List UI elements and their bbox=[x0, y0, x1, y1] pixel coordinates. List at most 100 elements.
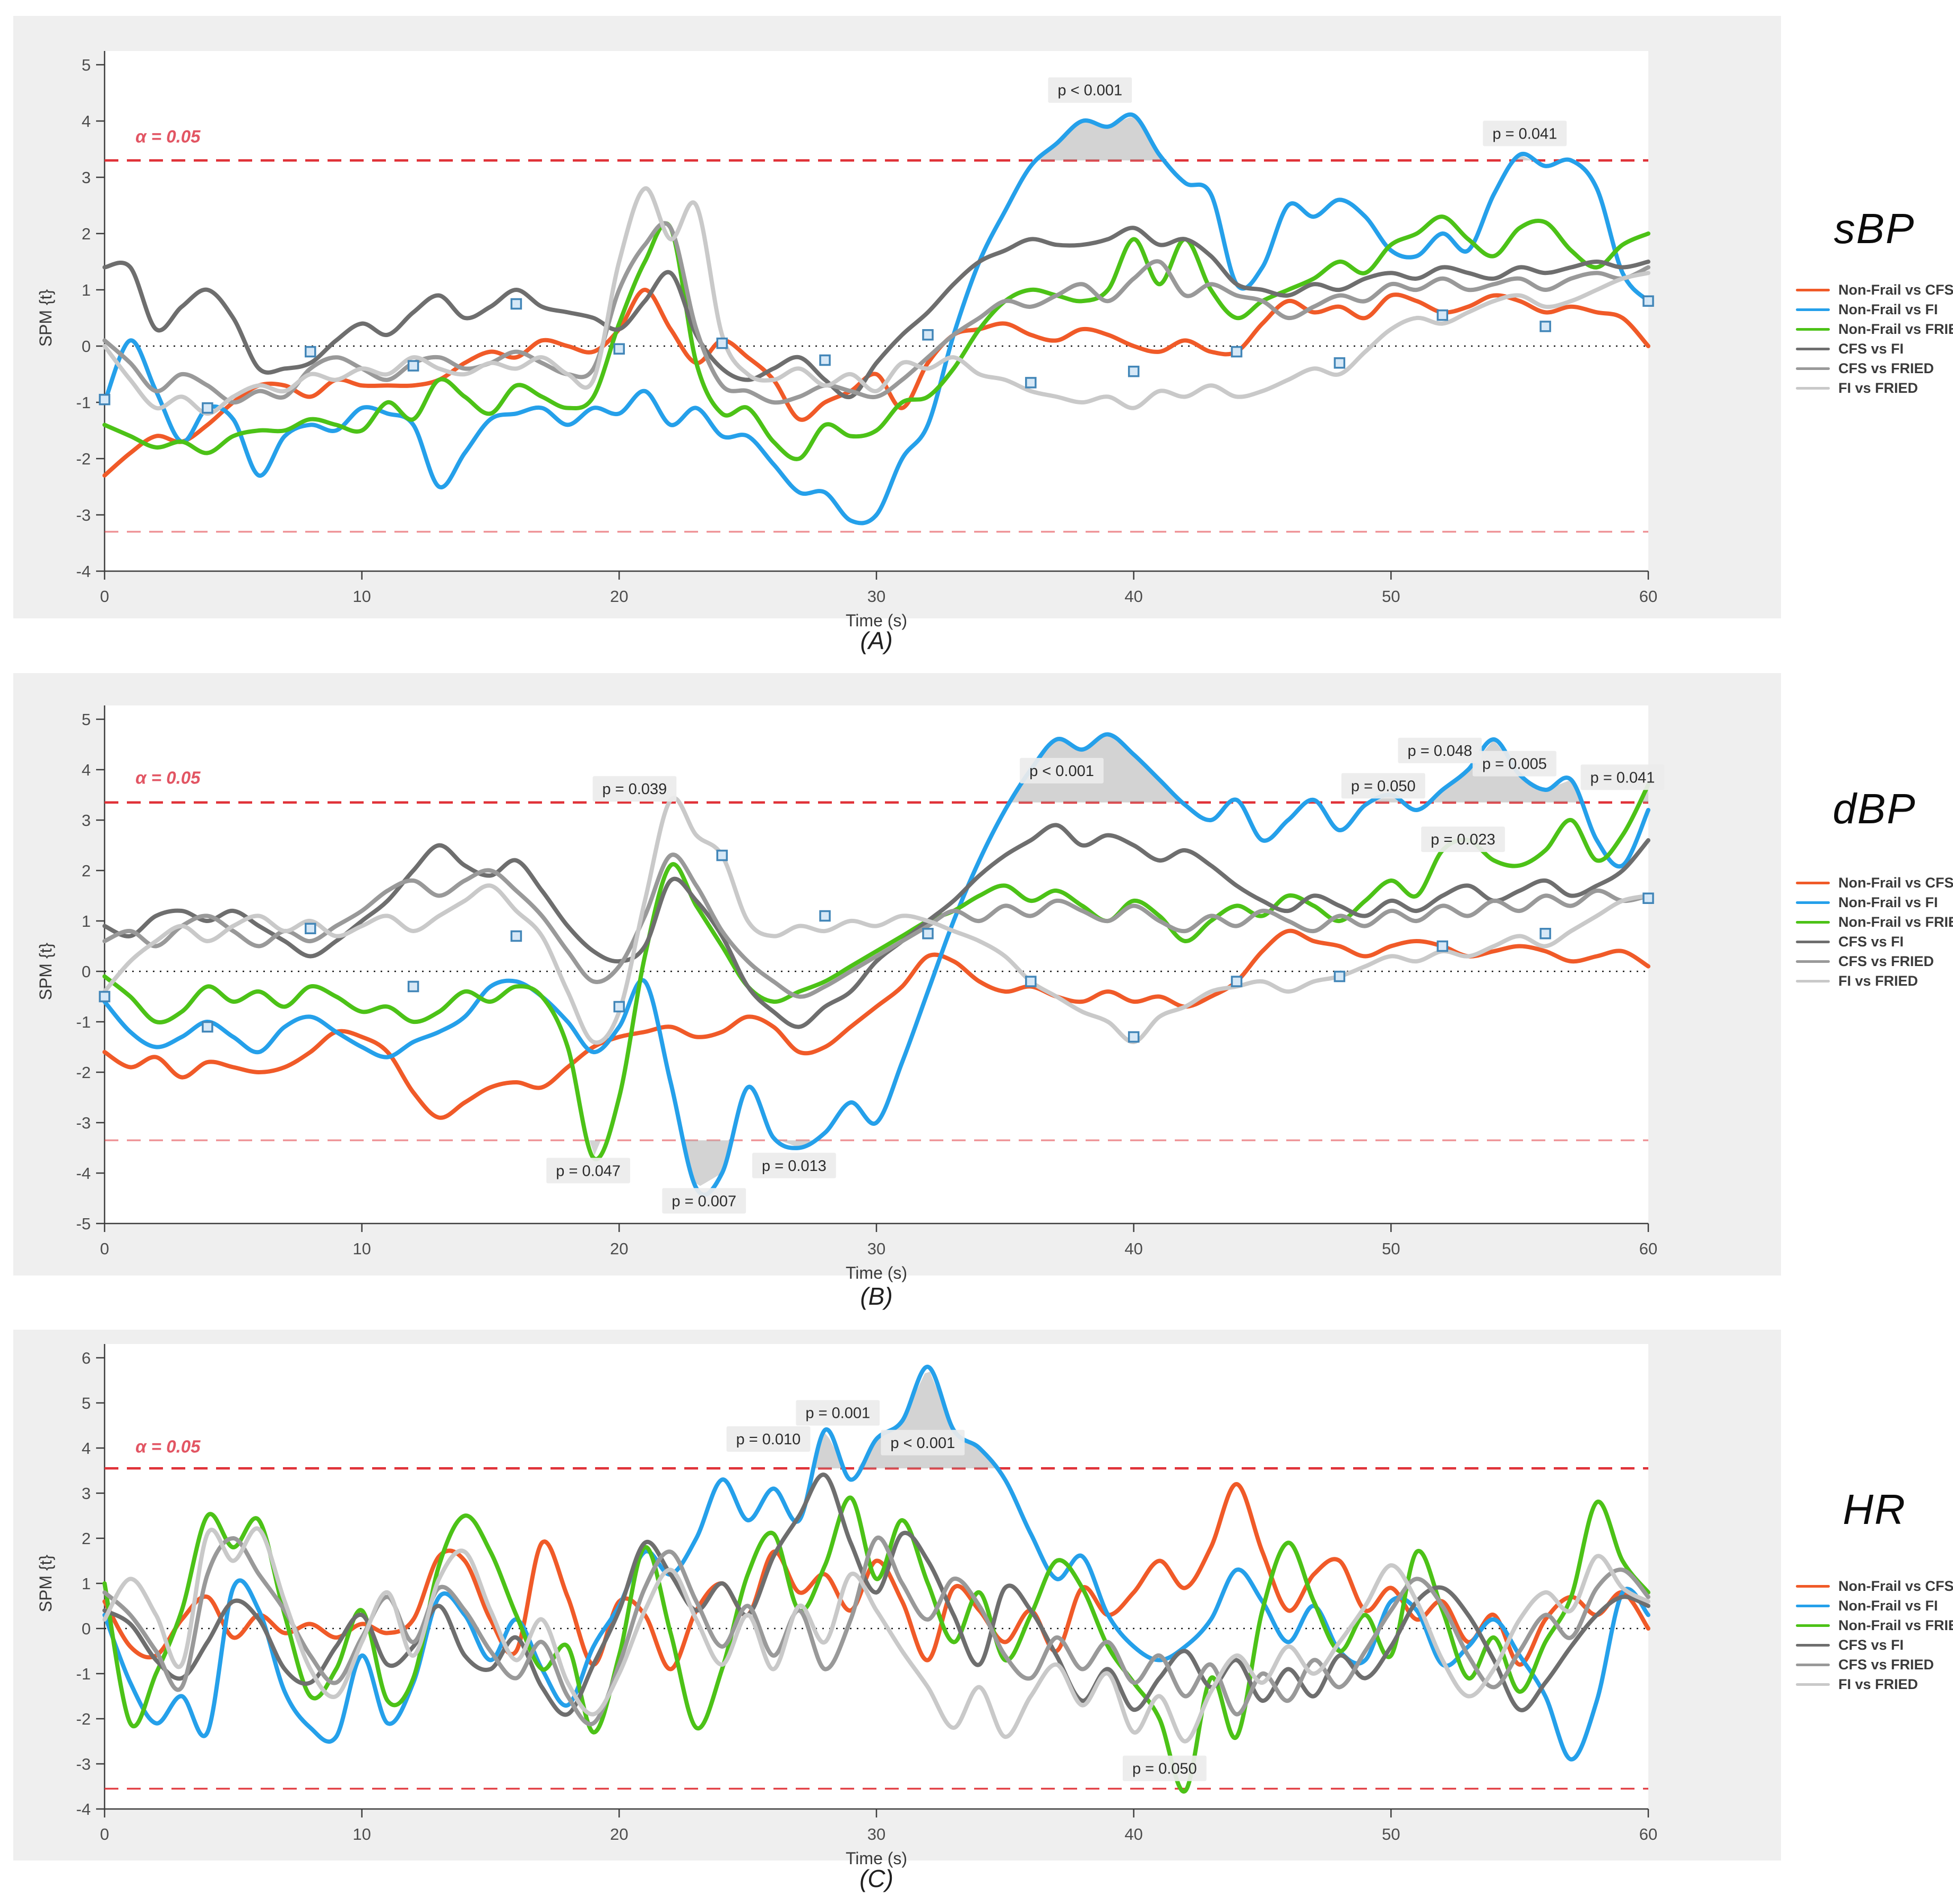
sample-marker-square bbox=[304, 923, 316, 934]
sample-marker-square bbox=[1436, 309, 1449, 321]
sample-marker-square bbox=[716, 849, 728, 861]
legend-swatch-line bbox=[1796, 1683, 1830, 1686]
sample-marker-square bbox=[1436, 940, 1449, 952]
p-value-label: p = 0.007 bbox=[672, 1193, 736, 1210]
y-tick-label: -1 bbox=[76, 1665, 91, 1683]
y-tick-label: 3 bbox=[82, 811, 91, 830]
sample-marker-square bbox=[99, 393, 110, 406]
legend-item-label: FI vs FRIED bbox=[1838, 380, 1918, 396]
sample-marker-square bbox=[1539, 928, 1551, 940]
y-tick-label: -3 bbox=[76, 1755, 91, 1773]
legend-item-label: Non-Frail vs FI bbox=[1838, 894, 1938, 910]
sample-marker-square bbox=[1333, 970, 1346, 983]
legend-item-non-frail-vs-fi: Non-Frail vs FI bbox=[1796, 893, 1953, 912]
alpha-label: α = 0.05 bbox=[135, 1437, 201, 1457]
curve-cfs-vs-fi bbox=[102, 1472, 1650, 1717]
p-value-label: p = 0.039 bbox=[603, 781, 667, 798]
legend-item-label: Non-Frail vs CFS bbox=[1838, 875, 1953, 891]
curve-cfs-vs-fi bbox=[102, 823, 1650, 1029]
p-value-box bbox=[1398, 737, 1482, 763]
legend-swatch-line bbox=[1796, 1664, 1830, 1666]
legend-swatch-line bbox=[1796, 348, 1830, 350]
x-axis-label: Time (s) bbox=[846, 1849, 907, 1868]
legend-title-sbp: sBP bbox=[1834, 205, 1915, 252]
legend-item-non-frail-vs-cfs: Non-Frail vs CFS bbox=[1796, 280, 1953, 300]
sample-marker-square bbox=[510, 930, 522, 942]
p-value-label: p < 0.001 bbox=[1029, 763, 1094, 780]
sample-marker-square bbox=[202, 402, 213, 414]
p-value-label: p = 0.048 bbox=[1408, 743, 1473, 760]
y-tick-label: 6 bbox=[82, 1349, 91, 1367]
y-tick-label: 1 bbox=[82, 1574, 91, 1593]
legend-item-label: Non-Frail vs FI bbox=[1838, 301, 1938, 317]
p-value-box bbox=[881, 1429, 965, 1455]
p-value-label: p = 0.010 bbox=[736, 1431, 801, 1448]
p-value-box bbox=[1421, 826, 1505, 852]
x-tick-label: 0 bbox=[100, 1239, 109, 1258]
significant-cluster-shade bbox=[1037, 117, 1165, 161]
legend-items-hr: Non-Frail vs CFS Non-Frail vs FI Non-Frail… bbox=[1796, 1576, 1953, 1694]
x-tick-label: 30 bbox=[867, 1239, 885, 1258]
significant-cluster-shade bbox=[1372, 795, 1404, 803]
sample-marker-square bbox=[819, 910, 831, 922]
p-value-label: p = 0.041 bbox=[1590, 769, 1655, 786]
p-value-box bbox=[1122, 1755, 1207, 1781]
significant-cluster-shade bbox=[589, 1140, 601, 1156]
legend-swatch-line bbox=[1796, 1644, 1830, 1647]
legend-item-label: CFS vs FRIED bbox=[1838, 360, 1934, 376]
p-value-label: p = 0.050 bbox=[1351, 778, 1416, 795]
legend-swatch-line bbox=[1796, 387, 1830, 390]
legend-item-label: CFS vs FRIED bbox=[1838, 1657, 1934, 1673]
x-tick-label: 50 bbox=[1382, 1239, 1400, 1258]
y-tick-label: 1 bbox=[82, 912, 91, 931]
p-value-box bbox=[1483, 120, 1567, 147]
legend-item-label: Non-Frail vs CFS bbox=[1838, 282, 1953, 298]
sample-marker-square bbox=[819, 354, 831, 366]
p-value-box bbox=[1341, 773, 1425, 799]
p-value-label: p = 0.001 bbox=[805, 1405, 870, 1422]
legend-item-fi-vs-fried: FI vs FRIED bbox=[1796, 378, 1953, 398]
x-tick-label: 20 bbox=[610, 1825, 628, 1843]
sample-marker-square bbox=[304, 346, 316, 358]
y-tick-label: -1 bbox=[76, 1013, 91, 1031]
x-tick-label: 0 bbox=[100, 587, 109, 606]
legend-item-label: FI vs FRIED bbox=[1838, 1676, 1918, 1692]
legend-swatch-line bbox=[1796, 1585, 1830, 1588]
legend-item-cfs-vs-fried: CFS vs FRIED bbox=[1796, 359, 1953, 378]
legend-swatch-line bbox=[1796, 1605, 1830, 1607]
x-tick-label: 50 bbox=[1382, 1825, 1400, 1843]
legend-item-non-frail-vs-cfs: Non-Frail vs CFS bbox=[1796, 873, 1953, 893]
significant-cluster-shade bbox=[814, 1432, 845, 1469]
y-tick-label: 3 bbox=[82, 168, 91, 187]
legend-item-label: CFS vs FRIED bbox=[1838, 953, 1934, 969]
legend-item-non-frail-vs-cfs: Non-Frail vs CFS bbox=[1796, 1576, 1953, 1596]
y-tick-label: -4 bbox=[76, 562, 91, 581]
y-tick-label: 5 bbox=[82, 710, 91, 729]
legend-item-label: CFS vs FI bbox=[1838, 1637, 1904, 1653]
x-tick-label: 40 bbox=[1124, 587, 1142, 606]
p-value-label: p < 0.001 bbox=[1057, 82, 1122, 99]
curve-non-frail-vs-cfs bbox=[102, 288, 1650, 478]
sample-marker-square bbox=[1539, 321, 1551, 332]
y-tick-label: -3 bbox=[76, 1114, 91, 1132]
legend-items-sbp: Non-Frail vs CFS Non-Frail vs FI Non-Frail… bbox=[1796, 280, 1953, 398]
sample-marker-square bbox=[613, 1001, 625, 1013]
legend-item-non-frail-vs-fried: Non-Frail vs FRIED bbox=[1796, 1616, 1953, 1635]
sample-marker-square bbox=[99, 990, 110, 1003]
sample-marker-square bbox=[202, 1021, 213, 1033]
p-value-label: p = 0.005 bbox=[1482, 756, 1547, 773]
p-value-box bbox=[1473, 751, 1556, 777]
sample-marker-square bbox=[1642, 892, 1654, 904]
curve-non-frail-vs-cfs bbox=[102, 1482, 1650, 1672]
sample-marker-square bbox=[1231, 976, 1243, 987]
p-value-box bbox=[592, 776, 677, 802]
y-tick-label: -3 bbox=[76, 506, 91, 524]
sample-marker-square bbox=[1025, 377, 1037, 389]
legend-item-non-frail-vs-fi: Non-Frail vs FI bbox=[1796, 1596, 1953, 1616]
x-tick-label: 10 bbox=[352, 1825, 371, 1843]
legend-swatch-line bbox=[1796, 308, 1830, 311]
x-axis-label: Time (s) bbox=[846, 611, 907, 630]
legend-title-hr: HR bbox=[1843, 1486, 1906, 1533]
